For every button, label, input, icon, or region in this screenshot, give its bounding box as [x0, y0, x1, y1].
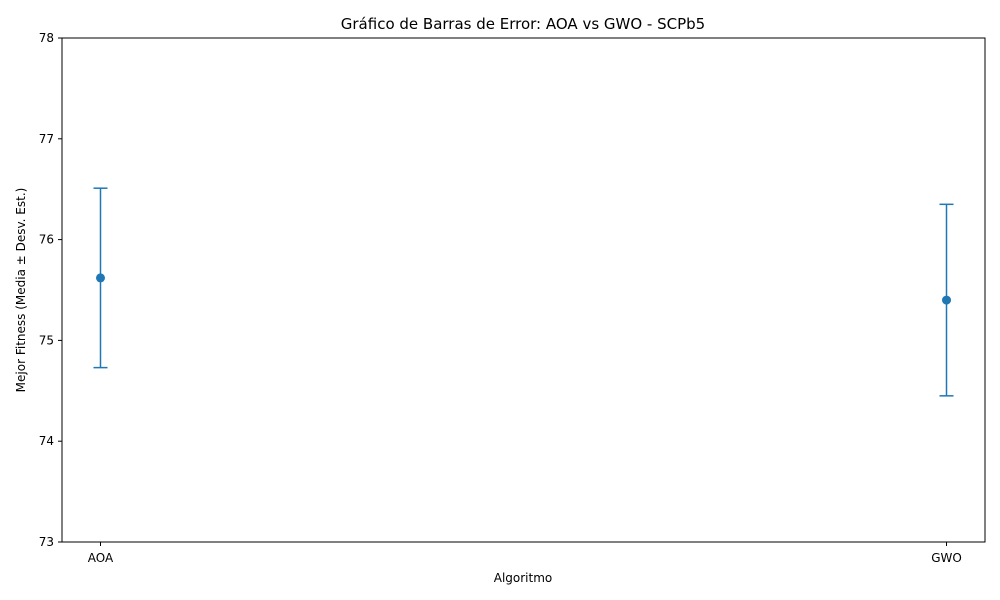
y-tick-label: 74	[39, 434, 54, 448]
y-tick-label: 77	[39, 132, 54, 146]
y-tick-label: 73	[39, 535, 54, 549]
y-tick-label: 76	[39, 233, 54, 247]
x-tick-label: GWO	[931, 551, 962, 565]
mean-point	[942, 295, 952, 305]
plot-area	[61, 37, 986, 543]
x-axis-label: Algoritmo	[494, 571, 553, 585]
mean-point	[95, 273, 105, 283]
y-tick-label: 78	[39, 31, 54, 45]
x-tick-label: AOA	[88, 551, 114, 565]
error-bar-aoa	[93, 187, 108, 369]
error-bar-gwo	[939, 203, 954, 397]
chart-title: Gráfico de Barras de Error: AOA vs GWO -…	[341, 15, 705, 33]
y-tick-label: 75	[39, 333, 54, 347]
y-axis-ticks: 73 74 75 76 77 78	[39, 31, 62, 549]
y-axis-label: Mejor Fitness (Media ± Desv. Est.)	[14, 188, 28, 393]
x-axis-ticks: AOA GWO	[88, 542, 962, 565]
error-bars	[93, 187, 954, 397]
